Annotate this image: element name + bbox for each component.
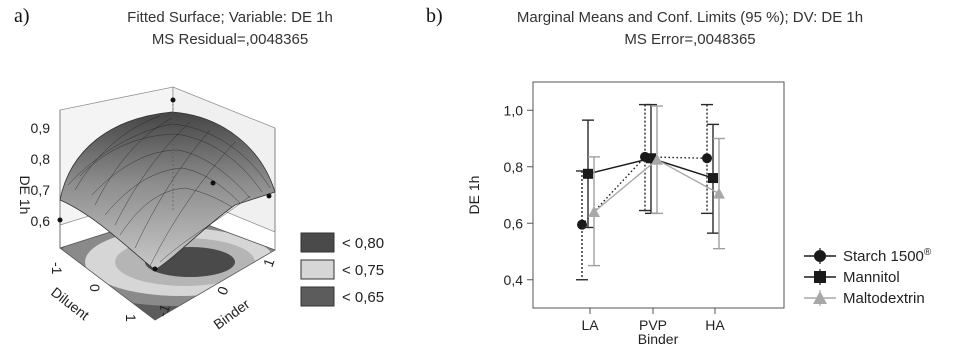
series-line — [581, 156, 708, 226]
legend-label: Maltodextrin — [843, 290, 925, 307]
y-axis: 0,4 0,6 0,8 1,0 — [504, 102, 533, 288]
data-point-triangle — [588, 205, 600, 217]
data-point-triangle — [651, 153, 663, 165]
series-legend: Starch 1500® Mannitol Maltodextrin — [804, 247, 932, 307]
y-tick-label: 0,8 — [504, 159, 524, 175]
x-tick-label: PVP — [639, 317, 667, 333]
legend-swatch — [300, 232, 335, 253]
series-square — [582, 103, 719, 234]
observed-points — [57, 97, 272, 272]
y-tick-label: 0,4 — [504, 272, 524, 288]
y-axis-label: DE 1h — [466, 176, 482, 215]
fitted-surface — [59, 111, 276, 271]
surface-mesh — [67, 115, 271, 267]
legend-label: Mannitol — [843, 269, 900, 286]
panel-b-letter: b) — [426, 5, 443, 27]
observed-point — [266, 193, 272, 199]
x-axis: LA PVP HA — [581, 308, 725, 333]
diluent-tick: -1 — [49, 262, 65, 275]
x-tick-label: HA — [705, 317, 725, 333]
legend-label: < 0,75 — [342, 262, 384, 279]
series-layer — [576, 103, 725, 281]
series-circle — [576, 103, 713, 281]
binder-axis-label: Binder — [210, 295, 252, 332]
panel-a-title: Fitted Surface; Variable: DE 1h — [127, 9, 333, 26]
data-point-circle — [814, 250, 826, 262]
y-tick-label: 0,6 — [504, 215, 524, 231]
series-triangle — [588, 105, 725, 267]
x-tick-label: LA — [581, 317, 599, 333]
z-tick: 0,9 — [31, 120, 51, 136]
plot-frame — [532, 81, 785, 309]
panel-b-title: Marginal Means and Conf. Limits (95 %); … — [517, 9, 863, 26]
z-tick: 0,7 — [31, 182, 51, 198]
legend-label: < 0,65 — [342, 289, 384, 306]
data-point-circle — [702, 153, 712, 164]
data-point-triangle — [713, 187, 725, 199]
binder-tick: 0 — [214, 284, 232, 297]
observed-point — [170, 97, 176, 103]
data-point-square — [646, 153, 656, 164]
data-point-square — [583, 168, 593, 179]
legend-label: Starch 1500® — [843, 247, 932, 265]
panel-a: a) Fitted Surface; Variable: DE 1h MS Re… — [14, 5, 384, 332]
panel-a-letter: a) — [14, 5, 30, 27]
data-point-triangle — [813, 291, 827, 304]
observed-point — [210, 180, 216, 186]
data-point-square — [708, 173, 718, 184]
diluent-tick: 0 — [87, 284, 103, 292]
panel-a-subtitle: MS Residual=,0048365 — [152, 31, 308, 48]
z-axis: 0,9 0,8 0,7 0,6 DE 1h — [17, 120, 50, 229]
data-point-square — [814, 271, 826, 283]
binder-tick: 1 — [260, 256, 278, 269]
panel-b: b) Marginal Means and Conf. Limits (95 %… — [426, 5, 932, 347]
legend-label: < 0,80 — [342, 235, 384, 252]
legend-swatch — [300, 286, 335, 307]
panel-b-subtitle: MS Error=,0048365 — [624, 31, 755, 48]
z-tick: 0,6 — [31, 213, 51, 229]
observed-point — [152, 266, 158, 272]
binder-tick: -1 — [154, 302, 173, 319]
diluent-axis-label: Diluent — [48, 284, 92, 324]
contour-legend: < 0,80 < 0,75 < 0,65 — [300, 232, 384, 307]
diluent-tick: 1 — [123, 314, 139, 322]
legend-swatch — [300, 259, 335, 280]
y-tick-label: 1,0 — [504, 102, 524, 118]
z-tick: 0,8 — [31, 151, 51, 167]
observed-point — [57, 217, 63, 223]
z-axis-label: DE 1h — [17, 176, 33, 215]
x-axis-label: Binder — [638, 331, 679, 347]
